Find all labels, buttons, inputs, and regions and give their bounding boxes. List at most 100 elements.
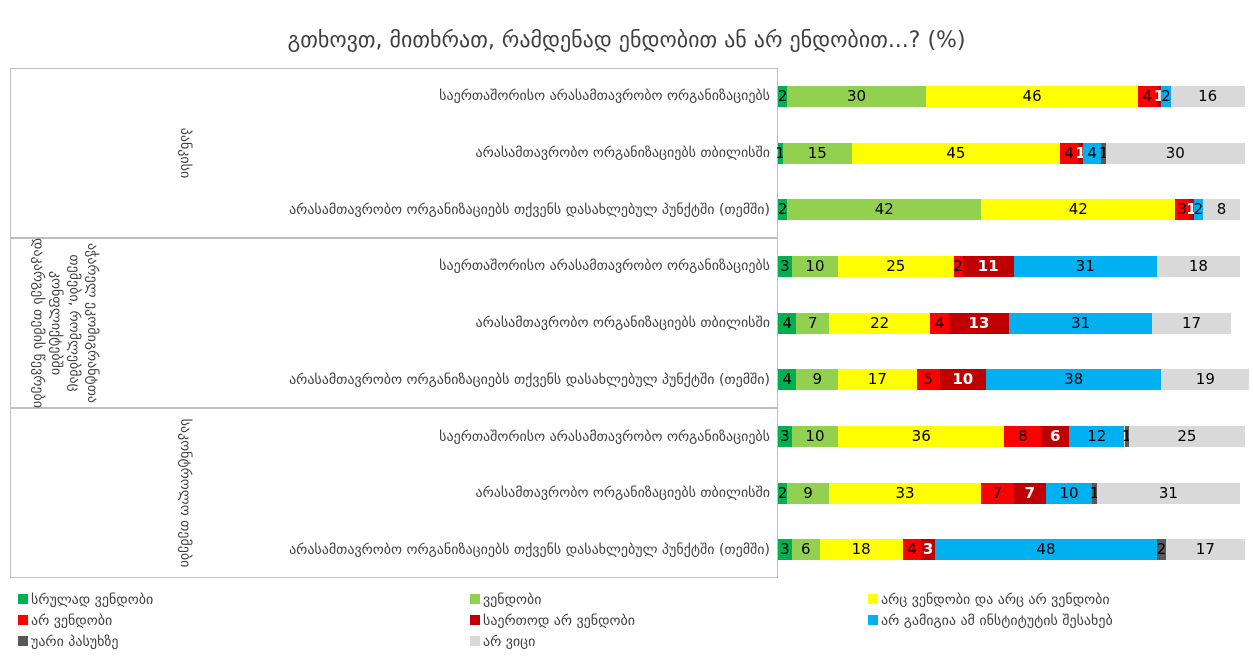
bar-segment	[1078, 142, 1083, 164]
bar-segment	[935, 539, 1157, 561]
value-label: 1	[1098, 143, 1109, 162]
category-label: საერთაშორისო არასამთავრობო ორგანიზაციებს	[439, 428, 770, 445]
value-label: 4	[1087, 143, 1097, 162]
value-label: 3	[780, 256, 790, 275]
bar-segment	[791, 539, 820, 561]
bar-segment	[985, 369, 1162, 391]
value-label: 10	[805, 427, 825, 446]
bar-segment	[787, 482, 829, 504]
value-label: 13	[968, 313, 990, 332]
bar-segment	[981, 199, 1176, 221]
value-label: 1	[1153, 86, 1165, 105]
value-label: 2	[777, 200, 788, 219]
value-label: 48	[1036, 540, 1056, 559]
legend-item: არ ვიცი	[470, 633, 535, 651]
value-label: 36	[911, 427, 931, 446]
value-label: 1	[1089, 483, 1100, 502]
bar-segment	[948, 312, 1009, 334]
legend-item: სრულად ვენდობი	[18, 591, 153, 609]
value-label: 1	[1122, 427, 1132, 446]
bar-segment	[1175, 199, 1190, 221]
bar-segment	[925, 85, 1139, 107]
value-label: 1	[1186, 200, 1197, 219]
category-label: არასამთავრობო ორგანიზაციებს თბილისში	[475, 315, 770, 332]
bar-segment	[1101, 142, 1106, 164]
legend-swatch	[470, 594, 480, 604]
value-label: 33	[895, 483, 915, 502]
value-label: 15	[807, 143, 827, 162]
value-label: 31	[1071, 313, 1091, 332]
bar-segment	[1161, 85, 1171, 107]
value-label: 4	[782, 313, 792, 332]
bar-segment	[778, 199, 788, 221]
value-label: 42	[1068, 200, 1088, 219]
bar-segment	[1189, 199, 1194, 221]
bar-segment	[828, 482, 982, 504]
category-label: საერთაშორისო არასამთავრობო ორგანიზაციებს	[439, 88, 770, 105]
value-label: 6	[1049, 427, 1061, 446]
bar-segment	[1041, 426, 1070, 448]
legend-item: უარი პასუხზე	[18, 633, 119, 651]
bar-segment	[787, 85, 926, 107]
value-label: 2	[1156, 540, 1167, 559]
legend-item: ვენდობი	[470, 591, 542, 609]
bar-segment	[1092, 482, 1097, 504]
value-label: 2	[777, 86, 788, 105]
bar-segment	[981, 482, 1014, 504]
category-label: არასამთავრობო ორგანიზაციებს თბილისში	[475, 145, 770, 162]
bar-segment	[1152, 312, 1231, 334]
value-label: 3	[780, 540, 790, 559]
legend-item: არც ვენდობი და არც არ ვენდობი	[868, 591, 1110, 609]
value-label: 31	[1075, 256, 1095, 275]
bar-segment	[828, 312, 931, 334]
group-box	[10, 238, 778, 409]
value-label: 10	[1059, 483, 1079, 502]
bar-segment	[838, 426, 1005, 448]
value-label: 30	[1165, 143, 1185, 162]
value-label: 17	[1195, 540, 1215, 559]
bar-segment	[1138, 85, 1157, 107]
value-label: 5	[923, 370, 933, 389]
value-label: 19	[1195, 370, 1215, 389]
value-label: 8	[1018, 427, 1028, 446]
bar-segment	[1156, 539, 1167, 561]
category-label: არასამთავრობო ორგანიზაციებს თქვენს დასახ…	[289, 371, 770, 388]
bar-segment	[778, 85, 788, 107]
value-label: 25	[1177, 427, 1197, 446]
legend-label: არ გამიგია ამ ინსტიტუტის შესახებ	[881, 613, 1113, 629]
legend-label: არ ვიცი	[483, 634, 536, 650]
bar-segment	[1045, 482, 1093, 504]
value-label: 7	[992, 483, 1003, 502]
value-label: 2	[1193, 200, 1204, 219]
legend-swatch	[18, 594, 28, 604]
value-label: 7	[1024, 483, 1035, 502]
value-label: 4	[934, 313, 945, 332]
bar-segment	[791, 426, 839, 448]
bar-segment	[1009, 312, 1153, 334]
value-label: 4	[1064, 143, 1074, 162]
category-label: საერთაშორისო არასამთავრობო ორგანიზაციებს	[439, 258, 770, 275]
bar-segment	[778, 255, 792, 277]
value-label: 9	[812, 370, 823, 389]
legend-item: საერთოდ არ ვენდობი	[470, 612, 635, 630]
value-label: 4	[1142, 86, 1153, 105]
value-label: 4	[907, 540, 917, 559]
legend-swatch	[18, 636, 28, 646]
value-label: 7	[807, 313, 818, 332]
legend-item: არ ვენდობი	[18, 612, 112, 630]
legend-label: ვენდობი	[483, 592, 542, 608]
bar-segment	[1161, 369, 1250, 391]
bar-segment	[953, 255, 963, 277]
legend-swatch	[18, 615, 28, 625]
value-label: 25	[886, 256, 906, 275]
bar-segment	[1166, 539, 1245, 561]
bar-segment	[1059, 142, 1079, 164]
bar-segment	[782, 142, 852, 164]
value-label: 18	[851, 540, 871, 559]
value-label: 11	[977, 256, 999, 275]
value-label: 8	[1216, 200, 1227, 219]
legend-label: უარი პასუხზე	[31, 634, 119, 650]
bar-segment	[778, 539, 792, 561]
legend-swatch	[470, 636, 480, 646]
